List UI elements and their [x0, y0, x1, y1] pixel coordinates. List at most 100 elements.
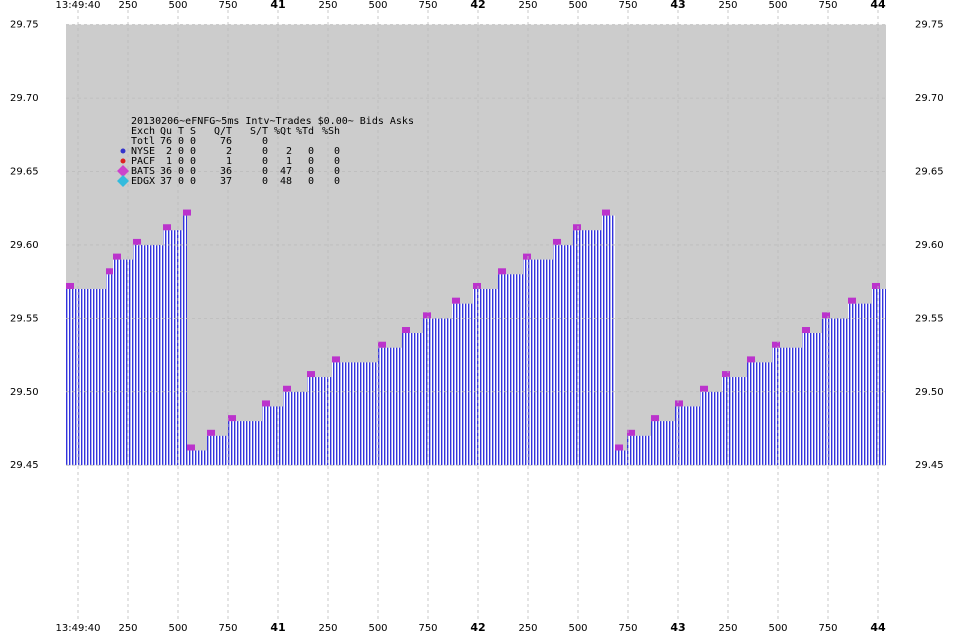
x-tick-label-top: 44 [870, 0, 886, 11]
chart-title: 20130206~eFNFG~5ms Intv~Trades $0.00~ Bi… [131, 116, 414, 127]
x-tick-label: 750 [218, 623, 237, 634]
y-tick-label: 29.60 [10, 240, 39, 251]
y-tick-label-right: 29.60 [915, 240, 944, 251]
x-tick-label: 500 [568, 623, 587, 634]
x-tick-label: 42 [470, 621, 485, 634]
bid-bar [163, 230, 183, 466]
bid-quote-flag [872, 282, 880, 289]
bid-bar [802, 333, 822, 466]
bid-quote-flag [627, 429, 635, 436]
bid-quote-flag [523, 253, 531, 260]
bid-bar [402, 333, 423, 466]
bid-bar [627, 435, 651, 466]
bid-bar [872, 288, 886, 466]
bid-quote-flag [332, 356, 340, 363]
bid-bar [66, 288, 106, 466]
bid-quote-flag [473, 282, 481, 289]
x-tick-label-top: 42 [470, 0, 485, 11]
table-cell: 0 [262, 156, 268, 167]
table-cell: PACF [131, 156, 155, 167]
table-header: %Sh [322, 126, 340, 137]
table-cell: 0 [308, 166, 314, 177]
bid-quote-flag [822, 312, 830, 319]
x-tick-label: 250 [718, 623, 737, 634]
x-tick-label-top: 250 [518, 0, 537, 11]
x-tick-label-top: 750 [618, 0, 637, 11]
y-tick-label-right: 29.50 [915, 387, 944, 398]
y-tick-label: 29.75 [10, 20, 39, 31]
bid-bar [283, 391, 307, 466]
bid-bar [207, 435, 228, 466]
x-tick-label: 500 [168, 623, 187, 634]
x-tick-label: 44 [870, 621, 886, 634]
table-cell: EDGX [131, 176, 155, 187]
table-header: %Td [296, 126, 314, 137]
bid-quote-flag [700, 385, 708, 392]
table-cell: 1 [226, 156, 232, 167]
bid-quote-flag [183, 209, 191, 216]
bid-bar [133, 244, 163, 466]
x-tick-label: 41 [270, 621, 285, 634]
bid-bar [498, 274, 523, 466]
table-header: Qu [160, 126, 172, 137]
legend-marker [120, 148, 126, 154]
x-tick-label: 750 [818, 623, 837, 634]
bid-quote-flag [283, 385, 291, 392]
bid-quote-flag [848, 297, 856, 304]
bid-quote-flag [106, 268, 114, 275]
x-tick-label: 500 [768, 623, 787, 634]
bid-quote-flag [675, 400, 683, 407]
x-tick-label-top: 500 [768, 0, 787, 11]
y-tick-label: 29.65 [10, 167, 39, 178]
table-cell: 0 [178, 166, 184, 177]
table-cell: 0 [190, 166, 196, 177]
bid-bar [573, 230, 602, 466]
table-cell: 0 [334, 166, 340, 177]
table-cell: 0 [308, 156, 314, 167]
table-cell: 37 [160, 176, 172, 187]
y-tick-label-right: 29.70 [915, 93, 944, 104]
table-cell: Totl [131, 136, 155, 147]
y-tick-label-right: 29.55 [915, 313, 944, 324]
x-tick-label-top: 500 [368, 0, 387, 11]
table-cell: 0 [178, 176, 184, 187]
bid-quote-flag [163, 224, 171, 231]
table-cell: 36 [160, 166, 172, 177]
grid [66, 10, 886, 620]
bid-quote-flag [452, 297, 460, 304]
table-cell: 76 [160, 136, 172, 147]
bid-quote-flag [66, 282, 74, 289]
table-cell: 0 [178, 156, 184, 167]
legend-marker [117, 165, 129, 177]
table-cell: 0 [178, 136, 184, 147]
bid-quote-flag [133, 238, 141, 245]
x-tick-label: 43 [670, 621, 685, 634]
table-cell: 0 [262, 176, 268, 187]
table-header: %Qt [274, 126, 292, 137]
x-tick-label-top: 13:49:40 [56, 0, 101, 11]
bid-bar [187, 450, 207, 466]
table-cell: 0 [190, 176, 196, 187]
bid-bar [378, 347, 402, 466]
table-cell: 1 [286, 156, 292, 167]
bid-bar [772, 347, 802, 466]
labels: 29.45 29.45 29.50 29.50 29.55 29.55 29.60 29.60… [10, 0, 944, 634]
table-cell: 0 [334, 156, 340, 167]
table-header: Q/T [214, 126, 232, 137]
bid-bar [106, 274, 113, 466]
table-cell: 0 [334, 146, 340, 157]
bid-bar [473, 288, 498, 466]
table-cell: 37 [220, 176, 232, 187]
bid-quote-flag [747, 356, 755, 363]
bid-bar [848, 303, 872, 466]
bid-quote-flag [307, 371, 315, 378]
bid-quote-flag [615, 444, 623, 451]
table-cell: 0 [178, 146, 184, 157]
table-cell: 47 [280, 166, 292, 177]
table-cell: BATS [131, 166, 155, 177]
x-tick-label-top: 250 [118, 0, 137, 11]
table-header: S/T [250, 126, 268, 137]
bid-quote-flag [113, 253, 121, 260]
table-cell: 2 [226, 146, 232, 157]
